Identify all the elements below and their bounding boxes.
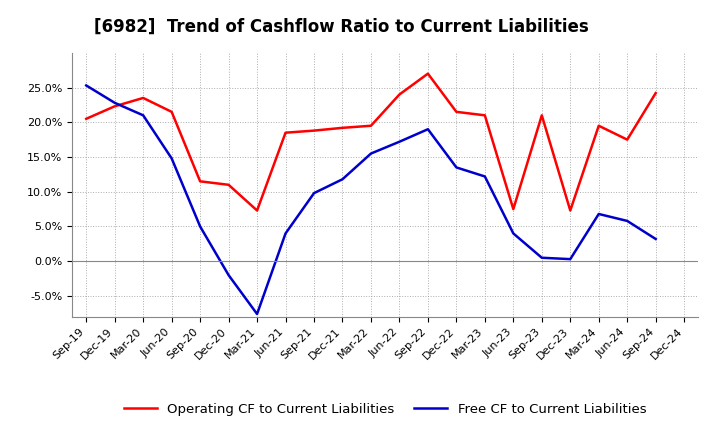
- Free CF to Current Liabilities: [623, 218, 631, 224]
- Text: [6982]  Trend of Cashflow Ratio to Current Liabilities: [6982] Trend of Cashflow Ratio to Curren…: [94, 18, 588, 36]
- Free CF to Current Liabilities: [366, 151, 375, 156]
- Line: Operating CF to Current Liabilities: Operating CF to Current Liabilities: [86, 73, 656, 210]
- Free CF to Current Liabilities: [253, 312, 261, 317]
- Operating CF to Current Liabilities: [623, 137, 631, 142]
- Free CF to Current Liabilities: [310, 191, 318, 196]
- Operating CF to Current Liabilities: [423, 71, 432, 76]
- Operating CF to Current Liabilities: [310, 128, 318, 133]
- Free CF to Current Liabilities: [452, 165, 461, 170]
- Free CF to Current Liabilities: [480, 174, 489, 179]
- Operating CF to Current Liabilities: [253, 208, 261, 213]
- Operating CF to Current Liabilities: [509, 206, 518, 212]
- Free CF to Current Liabilities: [652, 236, 660, 242]
- Operating CF to Current Liabilities: [452, 109, 461, 114]
- Free CF to Current Liabilities: [566, 257, 575, 262]
- Operating CF to Current Liabilities: [652, 91, 660, 96]
- Free CF to Current Liabilities: [395, 139, 404, 144]
- Operating CF to Current Liabilities: [595, 123, 603, 128]
- Free CF to Current Liabilities: [225, 272, 233, 278]
- Operating CF to Current Liabilities: [196, 179, 204, 184]
- Free CF to Current Liabilities: [282, 231, 290, 236]
- Operating CF to Current Liabilities: [282, 130, 290, 136]
- Free CF to Current Liabilities: [82, 83, 91, 88]
- Operating CF to Current Liabilities: [566, 208, 575, 213]
- Free CF to Current Liabilities: [537, 255, 546, 260]
- Operating CF to Current Liabilities: [225, 182, 233, 187]
- Free CF to Current Liabilities: [110, 100, 119, 106]
- Operating CF to Current Liabilities: [167, 109, 176, 114]
- Operating CF to Current Liabilities: [139, 95, 148, 101]
- Legend: Operating CF to Current Liabilities, Free CF to Current Liabilities: Operating CF to Current Liabilities, Fre…: [119, 397, 652, 421]
- Free CF to Current Liabilities: [167, 156, 176, 161]
- Operating CF to Current Liabilities: [82, 116, 91, 121]
- Free CF to Current Liabilities: [595, 211, 603, 216]
- Line: Free CF to Current Liabilities: Free CF to Current Liabilities: [86, 85, 656, 314]
- Operating CF to Current Liabilities: [480, 113, 489, 118]
- Free CF to Current Liabilities: [196, 224, 204, 229]
- Operating CF to Current Liabilities: [537, 113, 546, 118]
- Free CF to Current Liabilities: [338, 176, 347, 182]
- Free CF to Current Liabilities: [509, 231, 518, 236]
- Operating CF to Current Liabilities: [110, 104, 119, 109]
- Operating CF to Current Liabilities: [366, 123, 375, 128]
- Operating CF to Current Liabilities: [395, 92, 404, 97]
- Free CF to Current Liabilities: [139, 113, 148, 118]
- Free CF to Current Liabilities: [423, 127, 432, 132]
- Operating CF to Current Liabilities: [338, 125, 347, 131]
